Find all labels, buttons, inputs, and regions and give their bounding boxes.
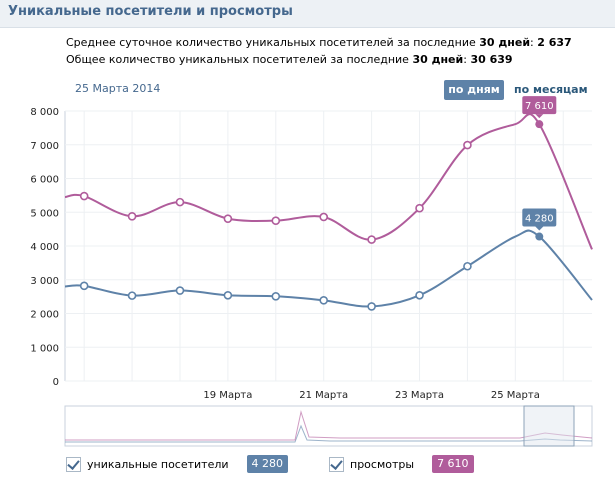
legend-unique[interactable]: уникальные посетители 4 280 [66, 454, 289, 474]
line-chart[interactable]: 0 1 000 2 000 3 000 4 000 5 000 6 000 7 000 8 00… [0, 0, 615, 450]
data-point [127, 291, 137, 300]
data-point [463, 261, 472, 271]
tooltip-box [522, 208, 557, 227]
legend-views[interactable]: просмотры 7 610 [329, 454, 474, 474]
tooltip-arrow [535, 114, 544, 119]
summary-total-days: 30 дней [412, 53, 464, 66]
section-title: Уникальные посетители и просмотры [8, 4, 293, 19]
x-tick-label: 21 Марта [299, 390, 348, 401]
data-point [79, 281, 89, 291]
summary-total-text: Общее количество уникальных посетителей … [66, 53, 409, 66]
unique-legend-value: 4 280 [246, 455, 289, 473]
highlight-point [535, 120, 544, 129]
data-point [127, 212, 137, 221]
summary-average-text: Среднее суточное количество уникальных п… [66, 36, 476, 49]
chart-points [79, 140, 472, 311]
navigator-series-unique [65, 424, 593, 443]
navigator-selection [523, 405, 575, 447]
tooltip-label: 7 610 [525, 101, 554, 112]
tooltip-arrow [535, 226, 544, 231]
summary-total: Общее количество уникальных посетителей … [66, 53, 513, 66]
data-point [415, 203, 424, 213]
data-point [367, 302, 376, 311]
navigator-frame [64, 405, 593, 447]
views-legend-value: 7 610 [432, 455, 474, 473]
data-point [79, 191, 89, 201]
x-tick-label: 23 Марта [395, 390, 444, 401]
x-tick-label: 25 Марта [491, 390, 540, 401]
data-point [367, 235, 376, 244]
chart-grid [64, 110, 592, 382]
data-point [175, 286, 185, 295]
y-tick-label: 8 000 [30, 107, 59, 118]
summary-average-value: 2 637 [537, 36, 572, 49]
y-tick-label: 0 [53, 377, 59, 388]
data-point [175, 197, 185, 207]
selected-date: 25 Марта 2014 [75, 82, 161, 95]
summary-average: Среднее суточное количество уникальных п… [66, 36, 572, 49]
y-tick-label: 5 000 [30, 208, 59, 219]
series-line-1 [64, 113, 593, 250]
y-tick-label: 7 000 [30, 141, 59, 152]
chart-lines [64, 113, 593, 308]
data-point [223, 290, 233, 300]
y-tick-label: 4 000 [30, 242, 59, 253]
by-days-button[interactable]: по дням [444, 80, 504, 100]
data-point [271, 291, 281, 301]
summary-average-days: 30 дней [479, 36, 531, 49]
views-legend-label: просмотры [350, 457, 415, 471]
by-months-button[interactable]: по месяцам [514, 83, 588, 96]
y-tick-label: 2 000 [30, 310, 59, 321]
y-axis-ticks: 0 1 000 2 000 3 000 4 000 5 000 6 000 7 000 8 00… [30, 107, 59, 388]
y-tick-label: 3 000 [30, 276, 59, 287]
data-point [223, 214, 233, 223]
data-point [415, 290, 424, 300]
section-header: Уникальные посетители и просмотры [0, 0, 615, 28]
navigator-series-views [65, 410, 593, 441]
y-tick-label: 6 000 [30, 175, 59, 186]
unique-legend-label: уникальные посетители [87, 457, 229, 471]
chart-tooltips: 4 280 7 610 [522, 96, 557, 241]
summary-total-value: 30 639 [470, 53, 513, 66]
data-point [271, 216, 281, 225]
series-line-0 [64, 229, 593, 308]
unique-checkbox[interactable] [66, 456, 81, 472]
x-axis-ticks: 19 Марта 21 Марта 23 Марта 25 Марта [203, 390, 539, 401]
tooltip-label: 4 280 [525, 214, 554, 225]
range-navigator[interactable] [64, 405, 593, 447]
tooltip-box [522, 96, 557, 115]
data-point [319, 212, 329, 222]
y-tick-label: 1 000 [30, 343, 59, 354]
highlight-point [535, 232, 544, 241]
views-checkbox[interactable] [329, 456, 344, 472]
x-tick-label: 19 Марта [203, 390, 252, 401]
data-point [319, 296, 329, 305]
data-point [463, 140, 472, 150]
